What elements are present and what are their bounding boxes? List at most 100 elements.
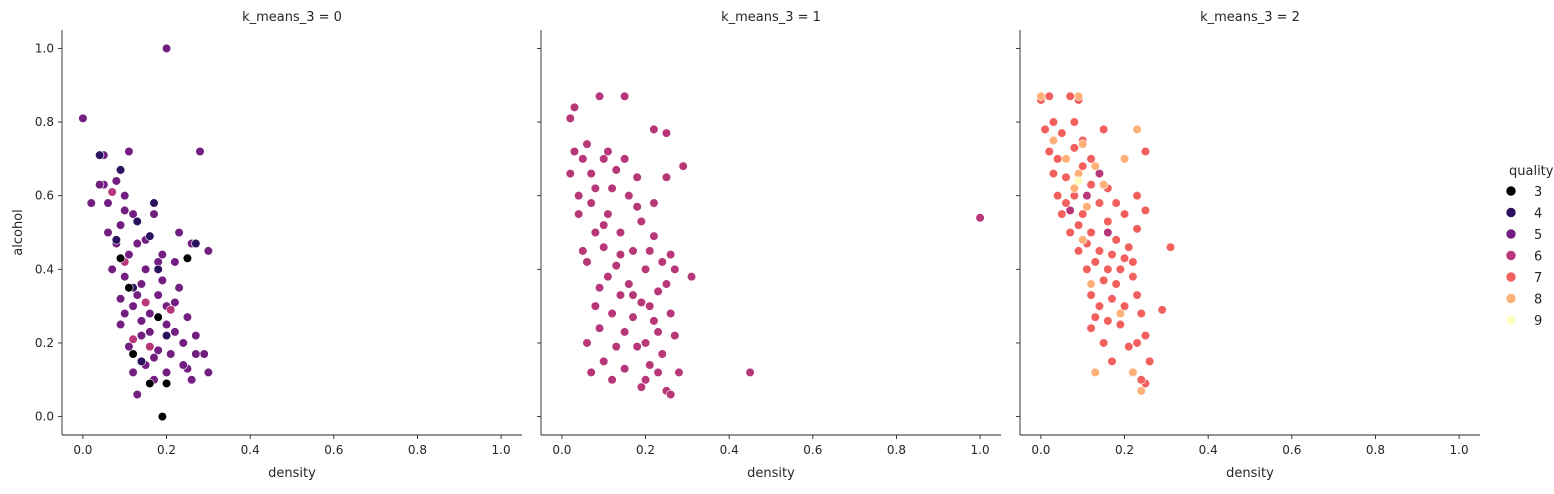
facet-panel-0: k_means_3 = 0 0.0 0.2 0.4 0.6 0.8 1.0 0.0 0.2 0.4… <box>11 10 522 481</box>
x-tick-label: 0.0 <box>552 443 571 457</box>
y-tick-label: 0.4 <box>35 262 54 276</box>
data-point <box>145 231 155 241</box>
data-point <box>145 378 155 389</box>
data-point <box>636 216 646 227</box>
data-point <box>128 349 138 359</box>
data-point <box>636 297 646 308</box>
x-axis-title: density <box>1226 466 1274 481</box>
data-point <box>128 334 138 344</box>
data-point <box>649 124 659 135</box>
data-point <box>120 205 130 216</box>
data-point <box>1090 312 1100 322</box>
x-tick-label: 0.8 <box>887 443 906 457</box>
facet-panel-1: k_means_3 = 1 0.0 0.2 0.4 0.6 0.8 1.0 density <box>537 10 1001 481</box>
y-tick-label: 0.6 <box>35 189 54 203</box>
data-point <box>615 290 626 300</box>
data-point <box>1090 367 1100 378</box>
data-point <box>590 301 600 311</box>
data-point <box>153 345 163 355</box>
data-point <box>653 327 663 337</box>
x-tick-label: 1.0 <box>971 443 990 457</box>
data-point <box>649 231 659 241</box>
data-point <box>607 375 617 385</box>
points-group <box>78 43 213 422</box>
data-point <box>578 154 588 164</box>
legend-label: 5 <box>1534 228 1542 243</box>
data-point <box>582 257 592 267</box>
data-point <box>1086 154 1096 164</box>
data-point <box>161 378 172 389</box>
data-point <box>1053 154 1063 164</box>
data-point <box>1069 117 1079 127</box>
x-axis-title: density <box>747 466 795 481</box>
data-point <box>1094 301 1105 311</box>
data-point <box>182 312 193 322</box>
data-point <box>115 253 126 263</box>
data-point <box>1069 183 1079 193</box>
data-point <box>1082 191 1092 201</box>
data-point <box>1073 220 1084 230</box>
data-point <box>111 176 121 186</box>
data-point <box>1053 191 1063 201</box>
data-point <box>1103 216 1113 227</box>
data-point <box>136 330 147 341</box>
data-point <box>203 367 213 378</box>
data-point <box>1132 290 1142 300</box>
data-point <box>1086 290 1096 300</box>
data-point <box>1119 154 1130 164</box>
data-point <box>1103 316 1113 326</box>
data-point <box>636 382 646 392</box>
data-point <box>170 297 180 308</box>
data-point <box>95 180 105 190</box>
data-point <box>1078 139 1088 149</box>
data-point <box>1086 180 1096 190</box>
data-point <box>640 264 651 274</box>
data-point <box>1132 124 1142 135</box>
data-point <box>1115 308 1125 319</box>
data-point <box>115 165 126 175</box>
data-point <box>578 246 588 256</box>
x-tick-label: 1.0 <box>1450 443 1469 457</box>
data-point <box>649 316 659 326</box>
legend-marker <box>1505 293 1517 304</box>
data-point <box>203 246 213 256</box>
facet-title: k_means_3 = 2 <box>1200 10 1300 25</box>
data-point <box>178 360 188 370</box>
data-point <box>590 227 600 238</box>
data-point <box>1119 209 1130 219</box>
data-point <box>170 257 180 267</box>
data-point <box>1111 198 1121 208</box>
data-point <box>1128 272 1138 282</box>
data-point <box>678 161 688 171</box>
data-point <box>161 367 172 378</box>
data-point <box>1090 161 1100 171</box>
data-point <box>166 349 176 359</box>
data-point <box>657 257 667 267</box>
data-point <box>1078 161 1088 171</box>
data-point <box>124 283 134 293</box>
y-tick-label: 1.0 <box>35 41 54 55</box>
data-point <box>120 191 130 201</box>
data-point <box>599 220 609 230</box>
data-point <box>1115 319 1125 330</box>
data-point <box>1040 124 1050 135</box>
data-point <box>674 367 684 378</box>
x-tick-label: 0.6 <box>803 443 822 457</box>
data-point <box>107 187 117 197</box>
legend-marker <box>1505 314 1517 326</box>
data-point <box>1140 205 1151 216</box>
data-point <box>632 342 642 352</box>
data-point <box>661 128 672 138</box>
data-point <box>124 342 134 352</box>
y-tick-label: 0.8 <box>35 115 54 129</box>
data-point <box>145 327 155 337</box>
data-point <box>1128 257 1138 267</box>
data-point <box>166 305 176 315</box>
data-point <box>1165 242 1176 252</box>
legend-marker <box>1505 207 1517 218</box>
data-point <box>599 356 609 366</box>
data-point <box>1048 135 1059 146</box>
data-point <box>661 172 672 182</box>
